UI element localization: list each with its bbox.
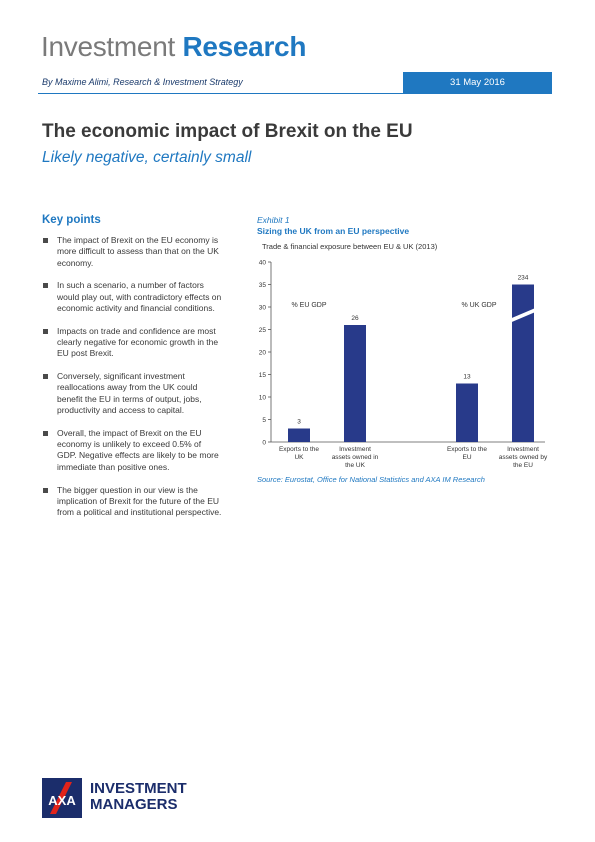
y-tick-label: 25 <box>259 327 267 334</box>
logo-line-1: INVESTMENT <box>90 780 187 797</box>
key-points-list: The impact of Brexit on the EU economy i… <box>42 235 222 530</box>
key-point-text: Overall, the impact of Brexit on the EU … <box>57 427 219 472</box>
key-point-text: Conversely, significant investment reall… <box>57 371 202 416</box>
square-bullet-icon <box>43 374 48 380</box>
bar-value-label: 3 <box>297 419 301 426</box>
square-bullet-icon <box>43 430 48 436</box>
bar <box>288 428 310 442</box>
x-category-label-line: Investment <box>339 446 371 453</box>
x-category-label-line: assets owned by <box>499 454 548 461</box>
x-category-label-line: the EU <box>513 462 533 469</box>
article-subtitle: Likely negative, certainly small <box>42 149 252 166</box>
y-tick-label: 35 <box>259 282 267 289</box>
key-points-heading: Key points <box>42 214 101 226</box>
y-tick-label: 30 <box>259 305 267 312</box>
key-point-item: The bigger question in our view is the i… <box>42 485 222 519</box>
x-category-label-line: assets owned in <box>332 454 379 461</box>
logo-wordmark: INVESTMENT MANAGERS <box>90 781 187 813</box>
key-point-item: Overall, the impact of Brexit on the EU … <box>42 428 222 473</box>
axa-logo-mark: AXA <box>42 778 82 818</box>
key-point-text: Impacts on trade and confidence are most… <box>57 325 219 359</box>
y-tick-label: 0 <box>262 440 266 447</box>
byline-divider <box>38 93 403 94</box>
x-category-label-line: UK <box>294 454 304 461</box>
y-tick-label: 10 <box>259 395 267 402</box>
x-category-label: Investment assets owned in the UK <box>332 446 379 469</box>
x-category-label: Exports to the EU <box>447 446 487 461</box>
x-category-label-line: Exports to the <box>279 446 319 453</box>
square-bullet-icon <box>43 328 48 334</box>
y-tick-label: 15 <box>259 372 267 379</box>
chart-title: Trade & financial exposure between EU & … <box>262 242 438 251</box>
bar <box>512 284 534 442</box>
axa-logo-icon: AXA <box>42 778 82 818</box>
byline-bar: By Maxime Alimi, Research & Investment S… <box>38 72 552 94</box>
x-category-label: Investment assets owned by the EU <box>499 446 548 469</box>
author-byline: By Maxime Alimi, Research & Investment S… <box>42 77 243 87</box>
publication-date: 31 May 2016 <box>403 72 552 94</box>
key-point-text: The bigger question in our view is the i… <box>57 484 222 518</box>
key-point-item: The impact of Brexit on the EU economy i… <box>42 235 222 269</box>
bar <box>456 383 478 442</box>
square-bullet-icon <box>43 283 48 289</box>
key-point-item: Conversely, significant investment reall… <box>42 371 222 416</box>
x-category-label-line: Investment <box>507 446 539 453</box>
group-label: % EU GDP <box>291 302 326 309</box>
bar-value-label: 13 <box>463 374 471 381</box>
bar <box>344 325 366 442</box>
key-point-text: The impact of Brexit on the EU economy i… <box>57 235 219 268</box>
key-point-item: In such a scenario, a number of factors … <box>42 280 222 314</box>
y-tick-label: 40 <box>259 260 267 267</box>
key-point-text: In such a scenario, a number of factors … <box>57 280 222 313</box>
square-bullet-icon <box>43 238 48 243</box>
bar-value-label: 26 <box>351 315 359 322</box>
exhibit-title: Sizing the UK from an EU perspective <box>257 226 410 236</box>
publication-title-bold: Research <box>182 31 307 62</box>
x-category-label-line: EU <box>462 454 471 461</box>
article-title: The economic impact of Brexit on the EU <box>42 121 413 142</box>
square-bullet-icon <box>43 487 48 493</box>
publication-title-light: Investment <box>41 31 175 62</box>
group-label: % UK GDP <box>461 302 496 309</box>
x-category-label: Exports to the UK <box>279 446 319 461</box>
bar-value-label: 234 <box>518 275 529 282</box>
x-category-label-line: Exports to the <box>447 446 487 453</box>
y-tick-label: 20 <box>259 350 267 357</box>
exhibit-label: Exhibit 1 <box>257 215 290 225</box>
source-note: Source: Eurostat, Office for National St… <box>257 475 485 484</box>
axa-im-logo: AXA INVESTMENT MANAGERS <box>42 778 222 818</box>
y-tick-label: 5 <box>262 417 266 424</box>
axa-logo-letters: AXA <box>48 793 76 808</box>
logo-line-2: MANAGERS <box>90 796 178 813</box>
x-category-label-line: the UK <box>345 462 366 469</box>
key-point-item: Impacts on trade and confidence are most… <box>42 326 222 360</box>
axis-break-mark <box>510 307 536 323</box>
publication-title: Investment Research <box>41 30 306 64</box>
